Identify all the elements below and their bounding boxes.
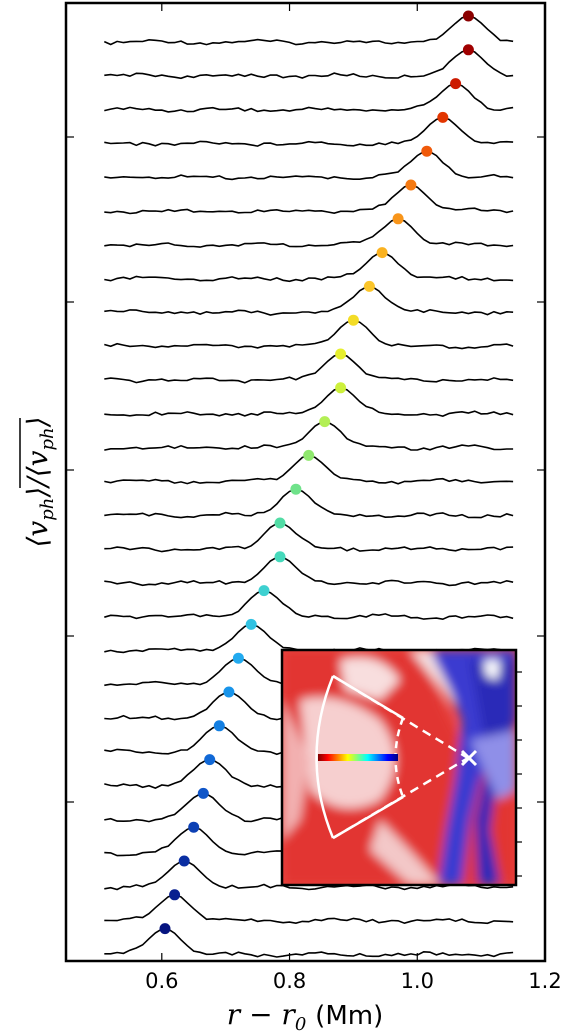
plot-frame [64, 1, 547, 963]
peak-marker [319, 416, 331, 428]
profile-line [104, 522, 514, 553]
peak-marker [462, 10, 474, 22]
x-axis-label: r − r0 (Mm) [227, 998, 383, 1035]
profile-line [103, 15, 514, 46]
x-marker-icon [460, 749, 478, 767]
peak-marker [462, 44, 474, 56]
peak-marker [392, 213, 404, 225]
peak-marker [347, 314, 359, 326]
x-tick-label: 0.6 [145, 969, 178, 993]
peak-marker [335, 382, 347, 394]
peak-marker [159, 923, 171, 935]
x-axis-ticks [161, 3, 546, 961]
peak-marker [232, 652, 244, 664]
x-tick-label: 0.8 [273, 969, 306, 993]
peak-marker [197, 787, 209, 799]
profile-line [104, 217, 514, 248]
peak-marker [169, 889, 181, 901]
profile-line [104, 488, 514, 519]
profile-line [104, 319, 514, 350]
peak-marker [421, 145, 433, 157]
y-axis-label: ⟨vph⟩/⟨vph⟩ [21, 416, 58, 547]
x-tick-labels: 0.6 0.8 1.0 1.2 [145, 969, 562, 993]
peak-marker [213, 720, 225, 732]
peak-marker [303, 449, 315, 461]
profile-line [104, 893, 514, 925]
profile-line [104, 589, 514, 621]
peak-marker [188, 821, 200, 833]
peak-marker [245, 618, 257, 630]
profile-line [104, 48, 514, 80]
peak-marker [376, 247, 388, 259]
profile-line [104, 184, 514, 215]
profile-line [104, 82, 514, 113]
peak-marker [223, 686, 235, 698]
profile-line [104, 556, 514, 587]
peak-marker [274, 551, 286, 563]
profile-line [104, 353, 514, 384]
inset-heatmap [280, 648, 522, 887]
peak-marker [437, 111, 449, 123]
peak-marker [178, 855, 190, 867]
peak-marker [405, 179, 417, 191]
peak-marker [290, 483, 302, 495]
peak-marker [450, 78, 462, 90]
profile-line [104, 150, 514, 181]
peak-marker [363, 280, 375, 292]
profile-line [104, 252, 514, 283]
profile-line [104, 623, 514, 654]
profile-line [104, 386, 514, 417]
peak-marker [258, 585, 270, 597]
profile-line [104, 286, 514, 316]
peak-markers [159, 10, 474, 935]
y-axis-ticks [66, 136, 545, 803]
x-tick-label: 1.2 [528, 969, 561, 993]
inset-colorbar [318, 754, 398, 761]
profile-line [104, 116, 514, 147]
profile-line [104, 928, 514, 958]
peak-marker [335, 348, 347, 360]
peak-marker [274, 517, 286, 529]
peak-marker [204, 754, 216, 766]
profile-line [104, 421, 514, 451]
x-tick-label: 1.0 [401, 969, 434, 993]
